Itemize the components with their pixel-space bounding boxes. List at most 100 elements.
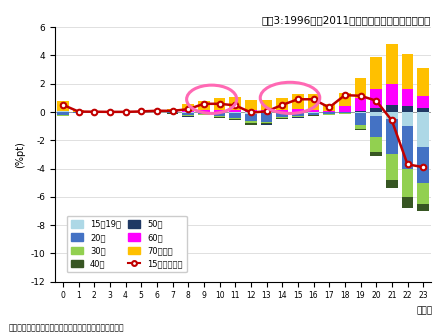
Bar xyxy=(370,108,382,112)
Bar xyxy=(245,114,257,121)
Bar xyxy=(214,110,225,112)
Bar xyxy=(57,101,69,111)
Bar xyxy=(182,104,194,111)
Bar xyxy=(370,152,382,156)
Bar xyxy=(386,44,398,84)
Bar xyxy=(417,204,429,211)
Bar xyxy=(292,116,304,117)
Bar xyxy=(323,115,335,116)
Bar xyxy=(308,110,319,112)
Text: （時）: （時） xyxy=(417,307,433,316)
Bar xyxy=(245,112,257,114)
Bar xyxy=(355,112,366,114)
Bar xyxy=(308,115,319,116)
Bar xyxy=(260,100,273,110)
Bar xyxy=(245,123,257,125)
Bar xyxy=(417,112,429,147)
Bar xyxy=(402,169,413,197)
Bar xyxy=(198,113,210,114)
Bar xyxy=(417,183,429,204)
Bar xyxy=(73,111,84,112)
Bar xyxy=(182,115,194,116)
Bar xyxy=(229,97,241,110)
Bar xyxy=(386,154,398,180)
Bar xyxy=(417,97,429,108)
Bar xyxy=(386,112,398,119)
Bar xyxy=(277,98,288,110)
Bar xyxy=(323,104,335,111)
Bar xyxy=(260,123,273,124)
Bar xyxy=(198,112,210,113)
Bar xyxy=(386,180,398,188)
Bar xyxy=(355,125,366,129)
Bar xyxy=(355,129,366,130)
Legend: 15～19歳, 20代, 30代, 40代, 50代, 60代, 70代以上, 15歳以上全体: 15～19歳, 20代, 30代, 40代, 50代, 60代, 70代以上, … xyxy=(67,215,186,273)
Bar xyxy=(292,109,304,112)
Bar xyxy=(292,117,304,118)
Bar xyxy=(402,112,413,126)
Bar xyxy=(292,113,304,116)
Bar xyxy=(277,118,288,119)
Bar xyxy=(277,112,288,113)
Bar xyxy=(214,116,225,117)
Bar xyxy=(57,111,69,112)
Bar xyxy=(355,114,366,125)
Bar xyxy=(355,111,366,112)
Bar xyxy=(167,112,178,113)
Bar xyxy=(260,122,273,123)
Bar xyxy=(323,111,335,112)
Bar xyxy=(260,114,273,122)
Bar xyxy=(229,114,241,118)
Bar xyxy=(214,112,225,113)
Bar xyxy=(167,109,178,111)
Bar xyxy=(386,105,398,112)
Bar xyxy=(260,110,273,112)
Bar xyxy=(260,112,273,114)
Bar xyxy=(370,89,382,108)
Bar xyxy=(198,110,210,112)
Bar xyxy=(323,113,335,114)
Bar xyxy=(402,106,413,112)
Bar xyxy=(386,119,398,154)
Bar xyxy=(292,112,304,113)
Bar xyxy=(402,126,413,169)
Bar xyxy=(308,94,319,110)
Bar xyxy=(355,78,366,98)
Bar xyxy=(229,110,241,112)
Bar xyxy=(214,98,225,110)
Bar xyxy=(182,112,194,113)
Bar xyxy=(229,119,241,120)
Y-axis label: (%pt): (%pt) xyxy=(15,141,25,168)
Bar xyxy=(277,113,288,118)
Text: 図表3:1996年と2011年の視聴率の差の寄与度分解: 図表3:1996年と2011年の視聴率の差の寄与度分解 xyxy=(262,15,431,25)
Bar xyxy=(182,111,194,112)
Text: （出所）総務省「社会生活基本調査」より大和総研作成: （出所）総務省「社会生活基本調査」より大和総研作成 xyxy=(9,323,124,332)
Bar xyxy=(370,137,382,152)
Bar xyxy=(88,111,100,112)
Bar xyxy=(370,112,382,116)
Bar xyxy=(229,112,241,114)
Bar xyxy=(323,114,335,115)
Bar xyxy=(229,118,241,119)
Bar xyxy=(198,114,210,115)
Bar xyxy=(417,68,429,97)
Bar xyxy=(151,111,163,112)
Bar xyxy=(135,111,147,112)
Bar xyxy=(386,84,398,105)
Bar xyxy=(323,112,335,113)
Bar xyxy=(214,113,225,116)
Bar xyxy=(308,113,319,115)
Bar xyxy=(370,57,382,89)
Bar xyxy=(402,89,413,106)
Bar xyxy=(260,124,273,125)
Bar xyxy=(402,197,413,208)
Bar xyxy=(57,115,69,116)
Bar xyxy=(355,98,366,111)
Bar xyxy=(245,100,257,110)
Bar xyxy=(245,121,257,123)
Bar xyxy=(57,112,69,115)
Bar xyxy=(198,101,210,110)
Bar xyxy=(182,113,194,115)
Bar xyxy=(277,110,288,112)
Bar xyxy=(370,116,382,137)
